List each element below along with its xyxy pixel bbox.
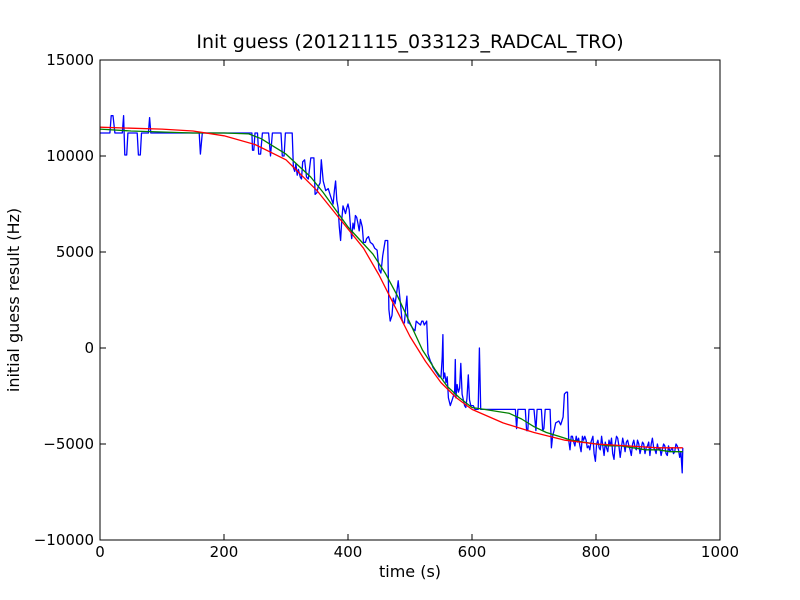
- x-tick-label: 600: [458, 543, 487, 561]
- ticks-layer: 0 200 400 600 800 1000 −10000 −5000 0 5000 10000 15…: [34, 51, 739, 561]
- x-tick-label: 1000: [701, 543, 739, 561]
- series-line-3: [99, 126, 683, 449]
- x-tick-label: 0: [95, 543, 105, 561]
- x-tick-label: 400: [334, 543, 363, 561]
- series-layer: [99, 115, 684, 474]
- x-tick-label: 200: [210, 543, 239, 561]
- y-tick-label: 0: [84, 339, 94, 357]
- x-tick-label: 800: [582, 543, 611, 561]
- plot-background: [100, 60, 720, 540]
- x-axis-label: time (s): [379, 562, 441, 581]
- y-axis-label: initial guess result (Hz): [4, 208, 23, 392]
- chart-title: Init guess (20121115_033123_RADCAL_TRO): [196, 31, 623, 53]
- plot-area: 0 200 400 600 800 1000 −10000 −5000 0 5000 10000 15…: [34, 51, 739, 561]
- y-tick-label: 10000: [46, 147, 94, 165]
- y-tick-label: −5000: [43, 435, 94, 453]
- plot-frame: [99, 59, 721, 541]
- y-tick-label: 5000: [56, 243, 94, 261]
- y-tick-label: 15000: [46, 51, 94, 69]
- y-tick-label: −10000: [34, 531, 94, 549]
